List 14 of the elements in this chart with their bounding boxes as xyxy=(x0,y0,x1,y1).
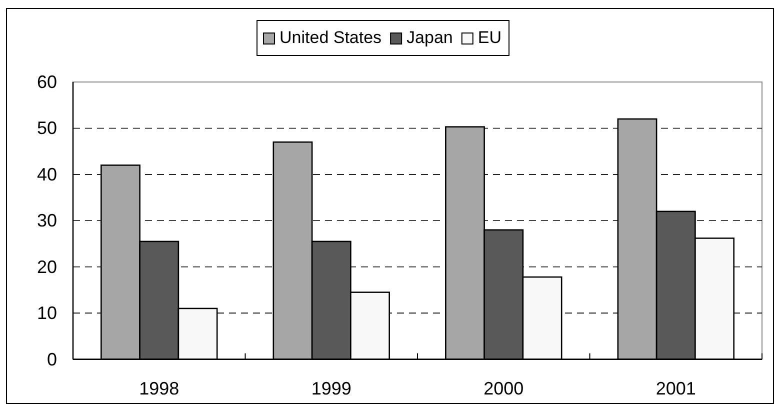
x-tick-label: 1999 xyxy=(311,378,352,398)
legend-label: Japan xyxy=(406,28,453,47)
y-tick-label: 60 xyxy=(36,72,57,92)
y-tick-label: 10 xyxy=(36,303,57,324)
y-tick-label: 0 xyxy=(46,349,57,370)
y-tick-label: 20 xyxy=(36,256,57,277)
x-tick-label: 2000 xyxy=(484,378,524,398)
x-tick-label: 1998 xyxy=(139,378,180,398)
x-tick-label: 2001 xyxy=(656,378,696,398)
legend-label: EU xyxy=(478,28,502,47)
y-tick-label: 40 xyxy=(36,164,57,184)
y-tick-label: 50 xyxy=(36,118,57,138)
legend-label: United States xyxy=(280,28,382,47)
y-tick-label: 30 xyxy=(36,210,57,231)
